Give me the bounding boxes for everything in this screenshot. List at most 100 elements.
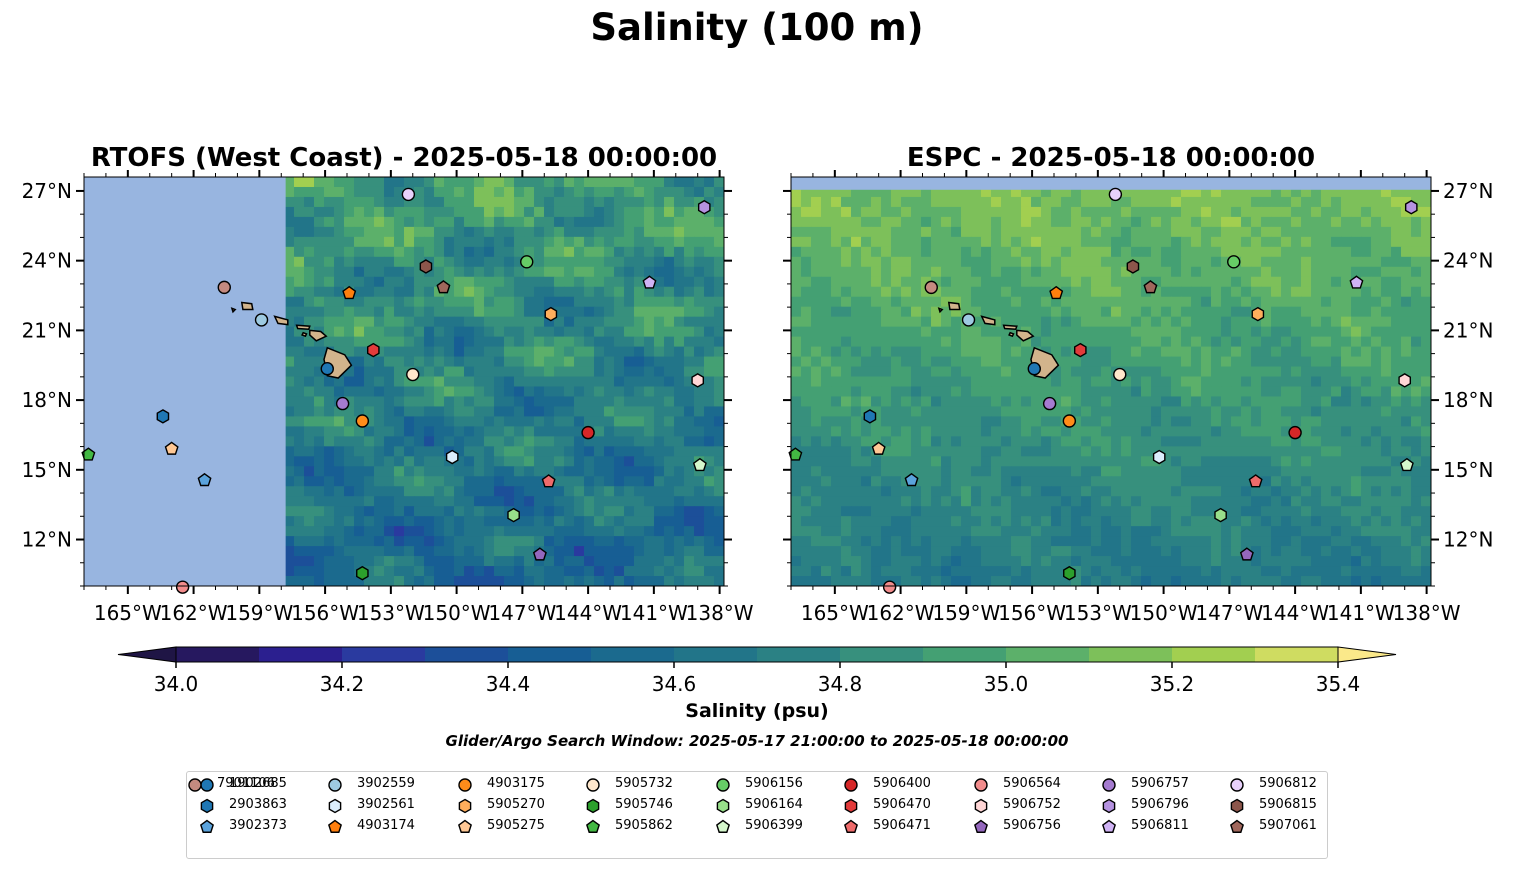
legend-marker-5906796 xyxy=(1102,798,1116,814)
colorbar-segment xyxy=(591,647,675,662)
float-marker-5906815 xyxy=(419,259,433,274)
legend-label: 5906756 xyxy=(1003,818,1061,833)
float-marker-3902561 xyxy=(445,449,459,465)
y-tick-label: 24°N xyxy=(22,249,72,273)
legend-label: 3902559 xyxy=(357,776,415,791)
float-marker-5905746 xyxy=(356,565,369,581)
colorbar-over-arrow xyxy=(1337,646,1397,663)
y-tick-label: 27°N xyxy=(1443,179,1493,203)
kauai-island xyxy=(947,301,961,311)
float-marker-5906564 xyxy=(882,580,897,594)
legend-marker-7901106 xyxy=(188,778,202,792)
float-marker-5907061 xyxy=(1143,280,1158,294)
float-marker-3902559 xyxy=(254,313,269,327)
legend-label: 5906564 xyxy=(1003,776,1061,791)
float-marker-4903174 xyxy=(342,285,357,300)
legend-marker-5905732 xyxy=(586,778,600,792)
legend-label: 5906470 xyxy=(873,797,931,812)
y-tick-label: 27°N xyxy=(22,179,72,203)
legend-label: 5906400 xyxy=(873,776,931,791)
x-tick-label: 159°W xyxy=(225,601,293,625)
colorbar-tick-label: 34.2 xyxy=(320,672,365,696)
float-marker-5906815 xyxy=(1126,259,1140,274)
search-window-note: Glider/Argo Search Window: 2025-05-17 21… xyxy=(445,732,1069,750)
legend-label: 1902685 xyxy=(229,776,287,791)
float-marker-5906470 xyxy=(1074,342,1087,358)
legend-marker-5906756 xyxy=(974,819,988,833)
y-tick-label: 21°N xyxy=(22,318,72,342)
float-marker-5906164 xyxy=(1214,507,1227,523)
x-tick-label: 144°W xyxy=(554,601,622,625)
legend-marker-5906156 xyxy=(716,778,730,792)
float-marker-5906156 xyxy=(520,255,534,269)
x-tick-label: 141°W xyxy=(620,601,688,625)
legend-label: 5905270 xyxy=(487,797,545,812)
colorbar-segment xyxy=(1172,647,1256,662)
legend-marker-5906812 xyxy=(1230,778,1244,792)
map-frame xyxy=(83,176,725,587)
legend-marker-5906757 xyxy=(1102,778,1116,792)
float-marker-3902559 xyxy=(961,313,976,327)
oahu-island xyxy=(273,315,289,326)
legend-label: 2903863 xyxy=(229,797,287,812)
legend-marker-5906470 xyxy=(844,798,858,814)
legend-label: 5906471 xyxy=(873,818,931,833)
y-tick-label: 24°N xyxy=(1443,249,1493,273)
oahu-island xyxy=(980,315,996,326)
lanai-island xyxy=(1008,331,1015,338)
legend-marker-5905270 xyxy=(458,798,472,814)
float-marker-4903175 xyxy=(355,414,370,428)
salinity-colorbar: 34.0 34.2 34.4 34.6 34.8 35.0 35.2 35.4 xyxy=(117,646,1397,696)
legend-marker-5906564 xyxy=(974,778,988,792)
float-marker-5906796 xyxy=(697,199,711,215)
colorbar-segment xyxy=(840,647,924,662)
y-tick-label: 15°N xyxy=(22,458,72,482)
legend-label: 5905746 xyxy=(615,797,673,812)
float-marker-7901106 xyxy=(217,280,231,295)
float-marker-5906796 xyxy=(1404,199,1418,215)
y-tick-label: 12°N xyxy=(1443,528,1493,552)
legend-label: 4903174 xyxy=(357,818,415,833)
float-marker-5906811 xyxy=(642,275,657,289)
float-marker-5906399 xyxy=(692,457,707,472)
float-marker-5905270 xyxy=(544,306,558,322)
x-tick-label: 150°W xyxy=(1130,601,1198,625)
legend-label: 3902373 xyxy=(229,818,287,833)
no-data-region xyxy=(791,177,1431,190)
float-marker-5906752 xyxy=(691,373,705,388)
float-marker-2903863 xyxy=(156,409,170,424)
legend-marker-5906400 xyxy=(844,778,858,792)
salinity-field xyxy=(84,177,724,586)
colorbar-segment xyxy=(674,647,758,662)
x-tick-label: 156°W xyxy=(291,601,359,625)
float-marker-5906156 xyxy=(1227,255,1241,269)
float-marker-2903863 xyxy=(863,409,877,424)
niihau-island xyxy=(230,307,237,314)
legend-label: 5906757 xyxy=(1131,776,1189,791)
salinity-field xyxy=(791,177,1431,586)
x-tick-label: 159°W xyxy=(932,601,1000,625)
float-marker-4903175 xyxy=(1062,414,1077,428)
colorbar-tick-label: 35.4 xyxy=(1316,672,1361,696)
maui-island xyxy=(1016,329,1035,342)
float-marker-5906756 xyxy=(1239,547,1254,561)
x-tick-label: 165°W xyxy=(801,601,869,625)
legend-label: 5905732 xyxy=(615,776,673,791)
x-tick-label: 138°W xyxy=(686,601,754,625)
float-marker-5905862 xyxy=(81,447,96,461)
float-marker-5906812 xyxy=(401,187,416,202)
legend-label: 5906796 xyxy=(1131,797,1189,812)
legend-marker-5906811 xyxy=(1102,819,1116,833)
float-marker-5905732 xyxy=(406,367,420,382)
y-tick-label: 12°N xyxy=(22,528,72,552)
float-marker-4903174 xyxy=(1049,285,1064,300)
legend-marker-3902561 xyxy=(328,798,342,814)
panel-title-espc: ESPC - 2025-05-18 00:00:00 xyxy=(906,143,1316,173)
x-tick-label: 147°W xyxy=(1195,601,1263,625)
x-tick-label: 147°W xyxy=(488,601,556,625)
colorbar-segment xyxy=(1089,647,1173,662)
float-marker-5906470 xyxy=(367,342,380,358)
legend-label: 5905862 xyxy=(615,818,673,833)
float-marker-5906757 xyxy=(335,396,350,411)
colorbar-under-arrow xyxy=(117,646,177,663)
